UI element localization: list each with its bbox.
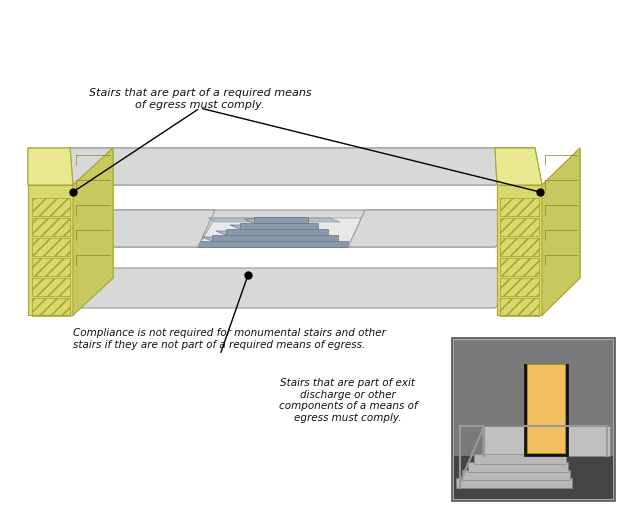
Polygon shape [188,213,198,247]
Polygon shape [497,185,542,315]
Bar [524,364,568,456]
Polygon shape [30,148,535,185]
Polygon shape [30,210,535,247]
Polygon shape [208,218,340,222]
Polygon shape [240,223,318,229]
Polygon shape [226,229,328,235]
Bar [456,478,572,488]
Polygon shape [212,235,338,241]
Bar [452,338,615,501]
Bar [454,456,613,499]
Text: Stairs that are part of exit
discharge or other
components of a means of
egress : Stairs that are part of exit discharge o… [279,378,417,423]
Bar [482,426,610,456]
Bar [468,462,568,472]
Polygon shape [28,185,73,315]
Polygon shape [73,148,113,315]
Polygon shape [30,268,535,308]
Polygon shape [202,237,338,241]
Polygon shape [230,225,318,229]
Bar [454,340,613,499]
Polygon shape [497,185,542,315]
Polygon shape [28,185,73,315]
Polygon shape [542,148,580,315]
Polygon shape [28,148,73,185]
Bar [527,364,565,453]
Polygon shape [216,231,328,235]
Polygon shape [30,148,535,185]
Polygon shape [495,148,542,185]
Polygon shape [254,217,308,223]
Polygon shape [495,148,542,185]
Text: Compliance is not required for monumental stairs and other
stairs if they are no: Compliance is not required for monumenta… [73,328,386,350]
Bar [454,340,613,456]
Polygon shape [188,243,348,247]
Polygon shape [28,148,73,185]
Polygon shape [542,148,580,315]
Bar [474,454,566,464]
Bar [462,470,570,480]
Text: Stairs that are part of a required means
of egress must comply.: Stairs that are part of a required means… [89,88,312,110]
Polygon shape [348,210,535,247]
Polygon shape [73,148,113,315]
Polygon shape [244,219,308,223]
Polygon shape [198,241,348,247]
Polygon shape [198,218,365,247]
Polygon shape [30,210,215,247]
